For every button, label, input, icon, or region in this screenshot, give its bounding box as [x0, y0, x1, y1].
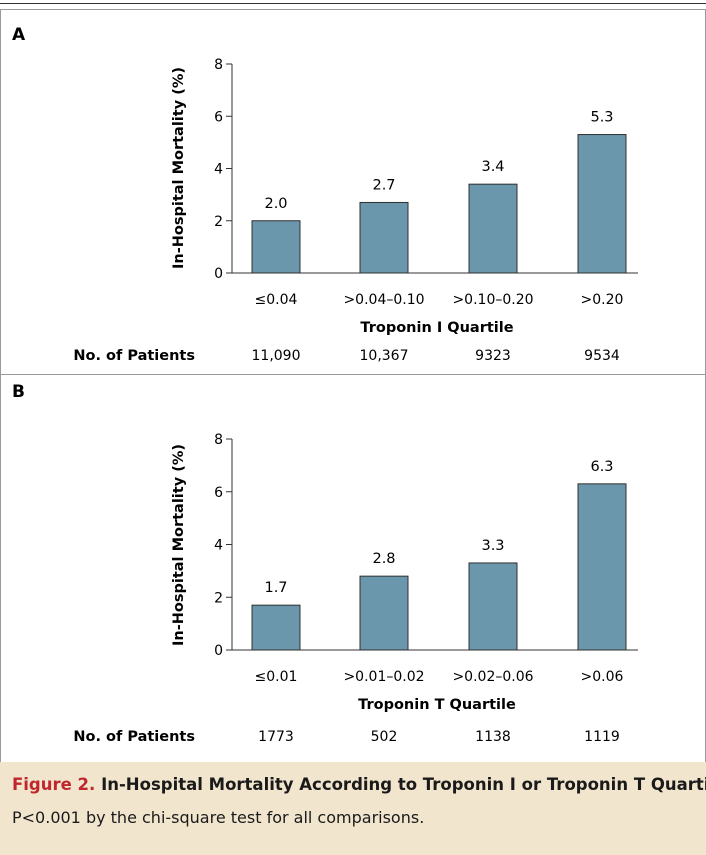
panel-divider	[0, 374, 706, 375]
y-tick-label: 2	[214, 590, 223, 606]
x-tick-label: ≤0.01	[255, 669, 298, 685]
patients-label: No. of Patients	[73, 348, 195, 364]
y-axis-label: In-Hospital Mortality (%)	[171, 444, 187, 646]
figure-label: Figure 2.	[12, 775, 96, 794]
figure-title: In-Hospital Mortality According to Tropo…	[101, 775, 706, 794]
x-tick-labels: ≤0.01 >0.01–0.02 >0.02–0.06 >0.06	[255, 669, 624, 685]
bar	[251, 604, 301, 651]
x-tick-label: >0.02–0.06	[452, 669, 533, 685]
patient-count: 10,367	[360, 348, 409, 364]
x-tick-label: >0.04–0.10	[343, 292, 424, 308]
patient-count: 1773	[258, 729, 294, 745]
data-label: 3.3	[481, 538, 504, 554]
panel-label: A	[12, 25, 26, 45]
patient-count: 9534	[584, 348, 620, 364]
patient-count: 11,090	[252, 348, 301, 364]
bar	[577, 483, 627, 651]
patient-counts: 11,090 10,367 9323 9534	[252, 348, 620, 364]
patient-count: 502	[371, 729, 398, 745]
y-tick-label: 2	[214, 214, 223, 230]
y-tick-label: 6	[214, 485, 223, 501]
patient-count: 1138	[475, 729, 511, 745]
data-label: 1.7	[264, 580, 287, 596]
patient-count: 1119	[584, 729, 620, 745]
x-tick-label: >0.20	[581, 292, 624, 308]
chart-panel-b: B In-Hospital Mortality (%) 0 2 4 6 8 1.7 2.8…	[12, 382, 638, 745]
bar	[468, 562, 518, 651]
data-label: 2.0	[264, 196, 287, 212]
y-ticks: 0 2 4 6 8	[214, 57, 232, 282]
x-tick-label: ≤0.04	[255, 292, 298, 308]
bar	[468, 183, 518, 274]
value-labels: 2.0 2.7 3.4 5.3	[264, 110, 613, 212]
data-label: 5.3	[590, 110, 613, 126]
patient-count: 9323	[475, 348, 511, 364]
bars	[251, 483, 627, 651]
y-tick-label: 8	[214, 57, 223, 73]
bar	[359, 201, 409, 274]
panel-label: B	[12, 382, 25, 402]
x-tick-label: >0.01–0.02	[343, 669, 424, 685]
y-tick-label: 4	[214, 162, 223, 178]
caption-note: P<0.001 by the chi-square test for all c…	[12, 808, 425, 827]
chart-panel-a: A In-Hospital Mortality (%) 0 2 4 6 8 2.0 2.7…	[12, 25, 638, 364]
data-label: 3.4	[481, 159, 504, 175]
x-axis-label: Troponin T Quartile	[358, 697, 516, 713]
figure-caption: Figure 2. In-Hospital Mortality Accordin…	[0, 762, 706, 855]
data-label: 2.7	[372, 177, 395, 193]
patient-counts: 1773 502 1138 1119	[258, 729, 620, 745]
y-ticks: 0 2 4 6 8	[214, 432, 232, 659]
top-rule	[0, 3, 706, 4]
y-tick-label: 8	[214, 432, 223, 448]
y-tick-label: 0	[214, 266, 223, 282]
data-label: 2.8	[372, 551, 395, 567]
x-tick-label: >0.10–0.20	[452, 292, 533, 308]
y-tick-label: 4	[214, 538, 223, 554]
caption-title-line: Figure 2. In-Hospital Mortality Accordin…	[12, 775, 706, 794]
bar	[251, 220, 301, 274]
x-tick-labels: ≤0.04 >0.04–0.10 >0.10–0.20 >0.20	[255, 292, 624, 308]
patients-label: No. of Patients	[73, 729, 195, 745]
y-axis-label: In-Hospital Mortality (%)	[171, 67, 187, 269]
y-tick-label: 6	[214, 109, 223, 125]
x-tick-label: >0.06	[581, 669, 624, 685]
x-axis-label: Troponin I Quartile	[360, 320, 513, 336]
bar	[359, 575, 409, 651]
y-tick-label: 0	[214, 643, 223, 659]
data-label: 6.3	[590, 459, 613, 475]
value-labels: 1.7 2.8 3.3 6.3	[264, 459, 613, 596]
bars	[251, 134, 627, 274]
bar	[577, 134, 627, 274]
